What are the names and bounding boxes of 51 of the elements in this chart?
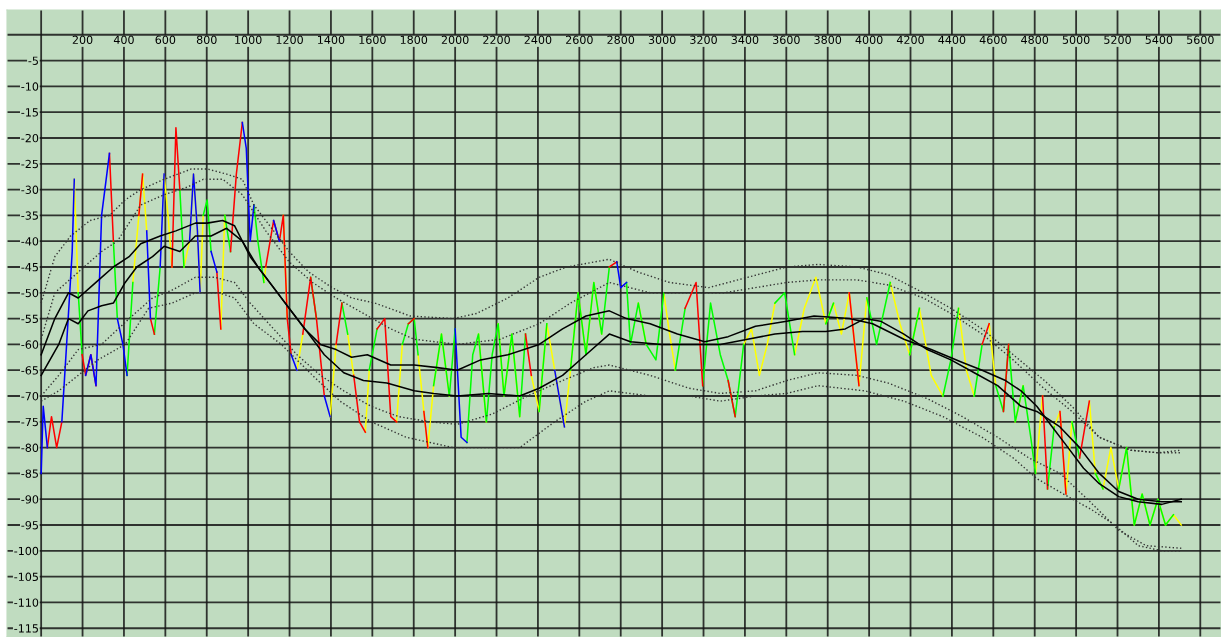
y-tick-label: -55 xyxy=(21,314,38,323)
y-tick-label: -65 xyxy=(21,366,38,375)
y-tick-label: -115 xyxy=(14,624,38,633)
x-tick-label: 3000 xyxy=(648,35,676,44)
y-tick-label: -40 xyxy=(21,237,39,246)
x-tick-label: 4200 xyxy=(896,35,924,44)
x-tick-label: 5200 xyxy=(1104,35,1131,44)
x-tick-label: 3600 xyxy=(773,35,800,44)
y-tick-label: -90 xyxy=(21,495,39,504)
y-tick-label: -105 xyxy=(14,572,38,581)
x-tick-label: 5000 xyxy=(1062,35,1090,44)
x-tick-label: 4800 xyxy=(1021,35,1049,44)
x-tick-label: 200 xyxy=(72,35,93,44)
y-tick-label: -70 xyxy=(21,391,39,401)
x-tick-label: 1400 xyxy=(318,35,345,44)
y-tick-label: -100 xyxy=(14,546,39,556)
y-tick-label: -50 xyxy=(21,288,39,298)
x-tick-label: 3400 xyxy=(731,35,759,44)
y-tick-label: -35 xyxy=(21,211,38,220)
y-tick-label: -10 xyxy=(21,82,39,91)
x-tick-label: 5600 xyxy=(1187,35,1214,44)
y-tick-label: -60 xyxy=(21,340,39,349)
y-tick-label: -25 xyxy=(21,159,38,169)
x-tick-label: 2400 xyxy=(524,35,552,44)
x-tick-label: 1200 xyxy=(276,35,303,44)
x-tick-label: 2200 xyxy=(483,35,510,44)
y-tick-label: -5 xyxy=(28,56,38,65)
y-tick-label: -75 xyxy=(21,417,38,427)
x-tick-label: 2800 xyxy=(607,35,635,44)
y-tick-label: -95 xyxy=(21,520,38,530)
x-tick-label: 800 xyxy=(196,35,217,44)
x-tick-label: 400 xyxy=(113,35,134,44)
y-tick-label: -30 xyxy=(21,185,39,194)
x-tick-label: 4400 xyxy=(938,35,966,44)
y-tick-label: -110 xyxy=(14,598,39,607)
y-tick-label: -80 xyxy=(21,443,39,452)
x-tick-label: 1600 xyxy=(359,35,386,44)
x-tick-label: 1000 xyxy=(235,35,262,44)
x-tick-label: 4600 xyxy=(979,35,1007,44)
x-tick-label: 2000 xyxy=(441,35,469,44)
x-tick-label: 2600 xyxy=(566,35,593,44)
x-tick-label: 5400 xyxy=(1145,35,1173,44)
x-tick-label: 1800 xyxy=(400,35,428,44)
x-tick-label: 4000 xyxy=(855,35,883,44)
y-tick-label: -20 xyxy=(21,133,39,143)
x-tick-label: 3200 xyxy=(690,35,717,44)
x-tick-label: 600 xyxy=(155,35,176,44)
y-tick-label: -85 xyxy=(21,469,38,478)
y-tick-label: -45 xyxy=(21,263,38,272)
x-tick-label: 3800 xyxy=(814,35,842,44)
y-tick-label: -15 xyxy=(21,108,38,117)
